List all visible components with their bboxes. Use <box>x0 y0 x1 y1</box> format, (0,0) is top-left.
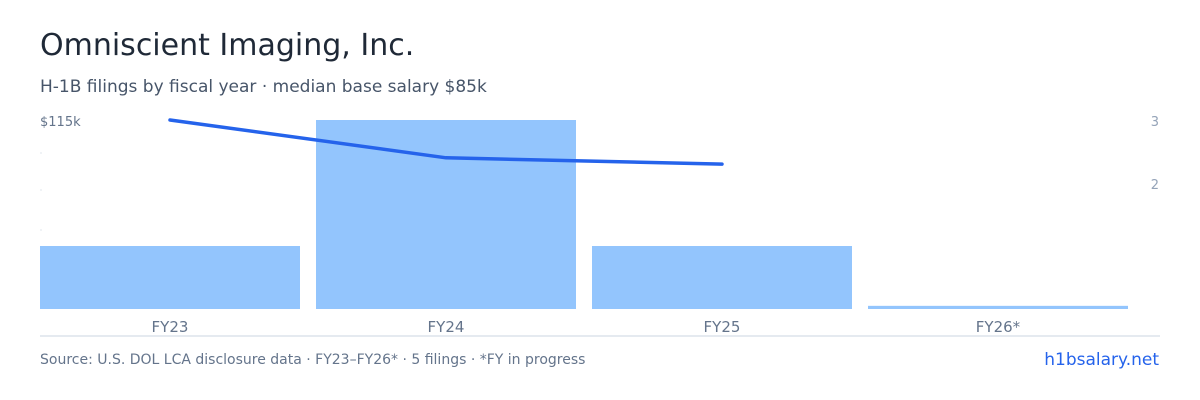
chart-title: Omniscient Imaging, Inc. <box>40 28 415 63</box>
x-tick-label: FY25 <box>704 318 741 336</box>
bar-fy26 <box>868 305 1128 309</box>
x-tick-label: FY24 <box>428 318 465 336</box>
left-axis-tick-mark <box>40 229 42 231</box>
source-note: Source: U.S. DOL LCA disclosure data · F… <box>40 352 586 368</box>
bar-fy23 <box>40 246 300 309</box>
right-axis-tick-label: 3 <box>1151 115 1159 130</box>
left-axis-tick-mark <box>40 189 42 191</box>
left-axis-tick-mark <box>40 152 42 154</box>
bar-fy24 <box>316 120 576 309</box>
site-link[interactable]: h1bsalary.net <box>1044 350 1159 370</box>
left-axis-tick-label: $115k <box>40 115 81 130</box>
x-tick-label: FY23 <box>152 318 189 336</box>
bar-fy25 <box>592 246 852 309</box>
chart-subtitle: H-1B filings by fiscal year · median bas… <box>40 77 487 97</box>
x-tick-label: FY26* <box>976 318 1021 336</box>
right-axis-tick-label: 2 <box>1151 178 1159 193</box>
